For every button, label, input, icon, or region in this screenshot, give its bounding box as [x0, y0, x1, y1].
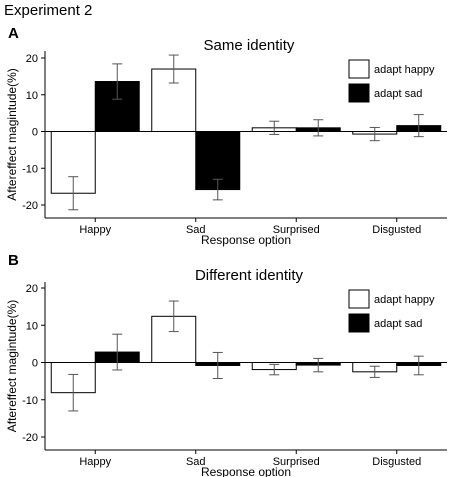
x-tick-label: Sad — [186, 224, 206, 236]
x-tick-label: Happy — [79, 456, 111, 468]
y-tick-label: 20 — [26, 283, 38, 295]
y-tick-label: 10 — [26, 90, 38, 102]
x-tick-label: Surprised — [273, 456, 320, 468]
y-tick-label: -20 — [22, 432, 38, 444]
legend-label: adapt happy — [374, 64, 435, 76]
chart-title: Same identity — [204, 37, 295, 54]
y-tick-label: 10 — [26, 320, 38, 332]
legend-swatch-adapt-sad — [348, 313, 370, 333]
x-tick-label: Happy — [79, 224, 111, 236]
figure-title: Experiment 2 — [4, 2, 93, 19]
y-axis-label: Aftereffect magintude(%) — [5, 68, 19, 201]
legend-label: adapt happy — [374, 294, 435, 306]
x-tick-label: Disgusted — [372, 456, 421, 468]
panel-letter: A — [8, 25, 19, 42]
x-tick-label: Surprised — [273, 224, 320, 236]
y-tick-label: 0 — [32, 127, 38, 139]
y-tick-label: -20 — [22, 200, 38, 212]
legend-swatch-adapt-happy — [348, 289, 370, 309]
y-tick-label: -10 — [22, 395, 38, 407]
y-axis-label: Aftereffect magintude(%) — [5, 300, 19, 433]
legend-label: adapt sad — [374, 88, 422, 100]
panel-letter: B — [8, 252, 19, 269]
x-axis-label: Response option — [201, 233, 291, 247]
legend-label: adapt sad — [374, 318, 422, 330]
y-tick-label: 20 — [26, 53, 38, 65]
y-tick-label: 0 — [32, 358, 38, 370]
x-axis-label: Response option — [201, 465, 291, 477]
x-tick-label: Sad — [186, 456, 206, 468]
y-tick-label: -10 — [22, 163, 38, 175]
legend-swatch-adapt-happy — [348, 59, 370, 79]
x-tick-label: Disgusted — [372, 224, 421, 236]
legend-swatch-adapt-sad — [348, 83, 370, 103]
chart-title: Different identity — [195, 267, 304, 284]
